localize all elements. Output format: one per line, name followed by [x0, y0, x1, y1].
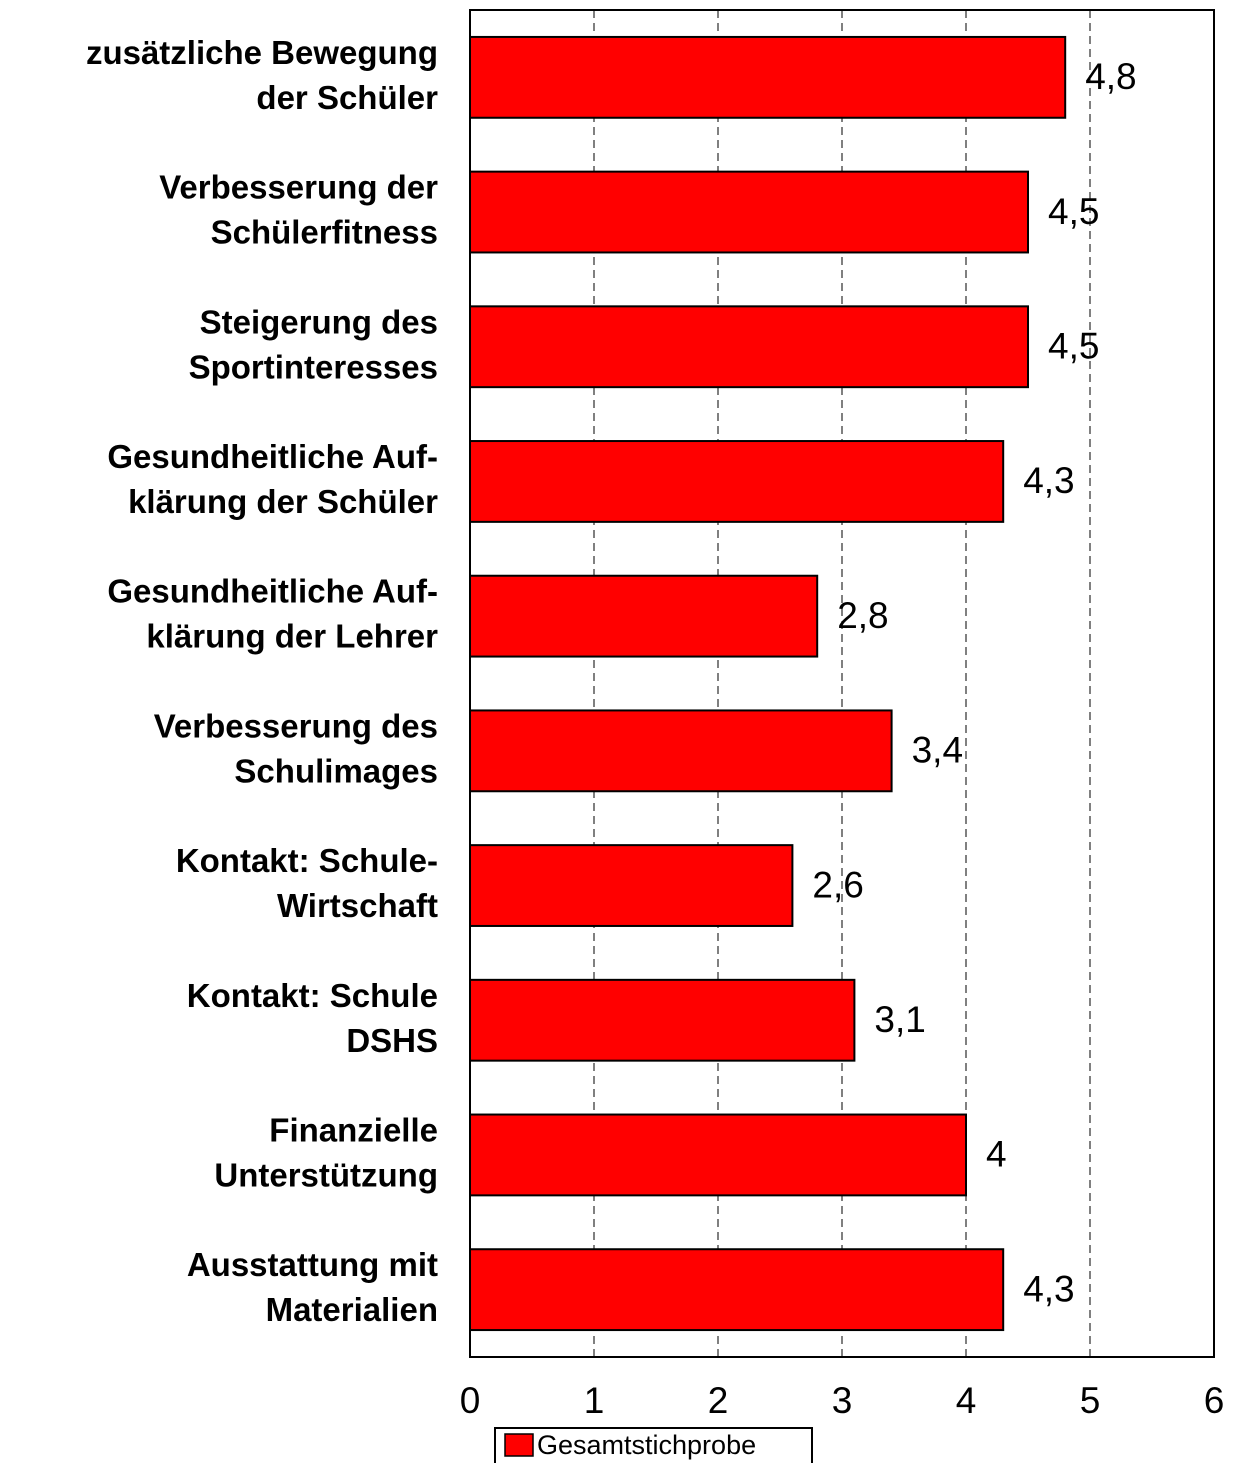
value-label: 4: [986, 1134, 1007, 1175]
plot-frame: [469, 9, 1215, 1358]
value-label: 4,5: [1048, 191, 1099, 232]
value-label: 2,6: [812, 864, 863, 905]
y-tick-label: Ausstattung mit Materialien: [187, 1246, 438, 1328]
legend-label: Gesamtstichprobe: [537, 1430, 756, 1460]
value-label: 3,1: [874, 999, 925, 1040]
value-label: 4,3: [1023, 460, 1074, 501]
value-label: 4,8: [1085, 56, 1136, 97]
value-label: 2,8: [837, 595, 888, 636]
y-tick-label: Finanzielle Unterstützung: [214, 1111, 438, 1193]
bar: [469, 35, 1067, 119]
bar: [469, 1248, 1005, 1332]
value-label: 4,3: [1023, 1268, 1074, 1309]
legend-swatch: [504, 1433, 534, 1457]
y-tick-label: Verbesserung des Schulimages: [154, 707, 438, 789]
x-tick-label: 2: [708, 1380, 729, 1421]
x-tick-label: 4: [956, 1380, 977, 1421]
y-tick-label: Verbesserung der Schülerfitness: [159, 168, 438, 250]
bar: [469, 978, 856, 1062]
y-tick-label: Kontakt: Schule-Wirtschaft: [176, 842, 438, 924]
y-tick-label: zusätzliche Bewegung der Schüler: [86, 34, 438, 116]
bar: [469, 440, 1005, 523]
legend-box: [494, 1427, 813, 1463]
bar: [469, 574, 819, 658]
x-tick-label: 5: [1080, 1380, 1101, 1421]
x-tick-label: 0: [460, 1380, 481, 1421]
bar: [469, 170, 1029, 254]
x-tick-label: 6: [1204, 1380, 1225, 1421]
value-label: 4,5: [1048, 326, 1099, 367]
bar: [469, 1113, 967, 1197]
y-tick-label: Steigerung des Sportinteresses: [189, 303, 438, 385]
x-tick-label: 3: [832, 1380, 853, 1421]
y-tick-label: Kontakt: Schule DSHS: [187, 976, 438, 1058]
y-tick-label: Gesundheitliche Auf-klärung der Schüler: [107, 438, 438, 520]
bar: [469, 709, 893, 793]
bar: [469, 844, 794, 927]
y-tick-label: Gesundheitliche Auf-klärung der Lehrer: [107, 572, 438, 654]
x-tick-label: 1: [584, 1380, 605, 1421]
value-label: 3,4: [912, 730, 963, 771]
bar: [469, 305, 1029, 389]
